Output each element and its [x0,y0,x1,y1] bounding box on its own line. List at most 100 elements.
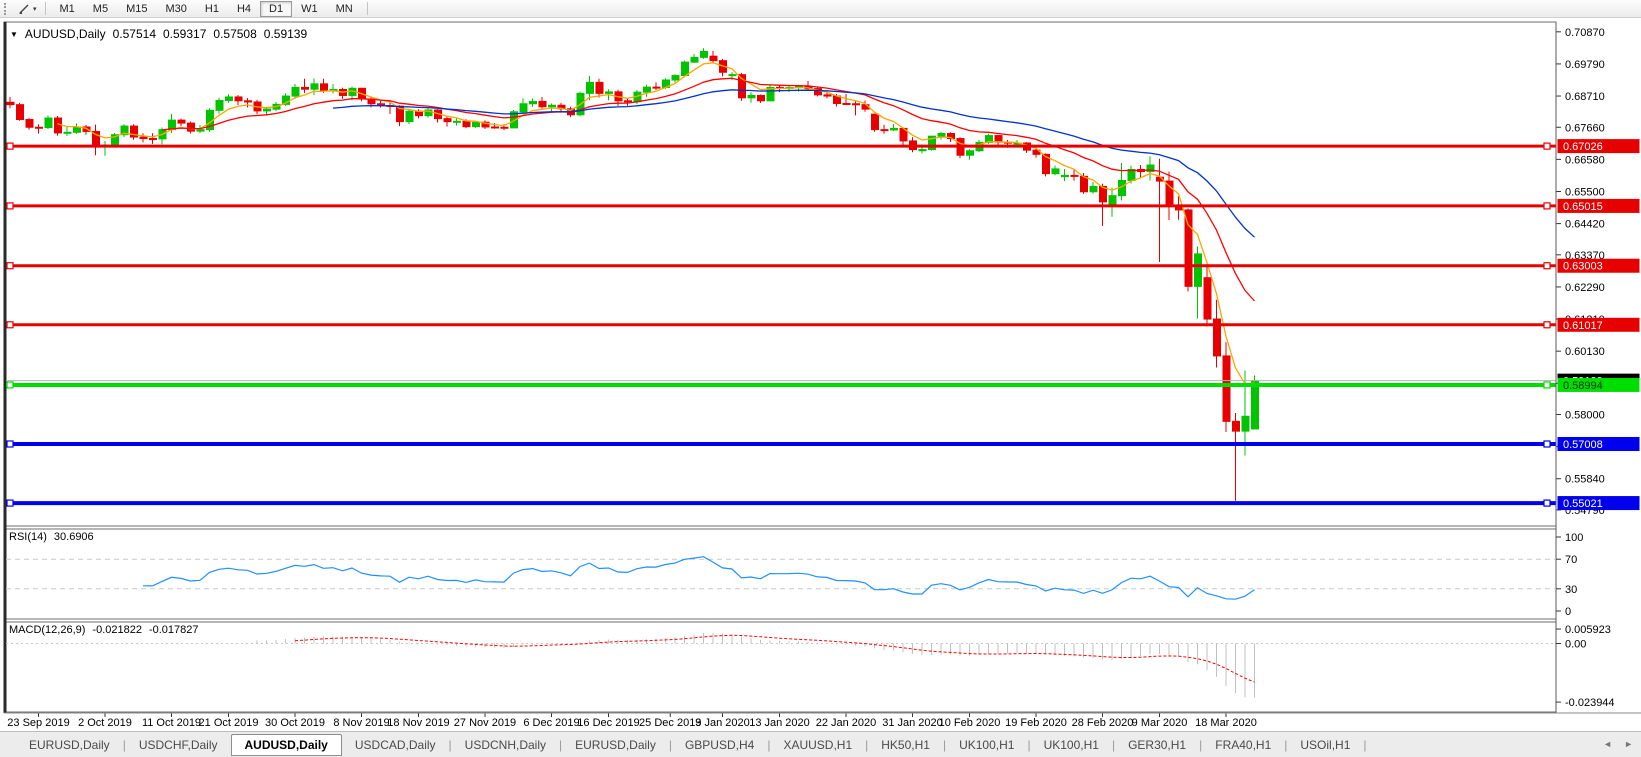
tab-uk100-h1[interactable]: UK100,H1 [1043,737,1099,752]
line-handle[interactable] [1543,381,1551,389]
tab-hk50-h1[interactable]: HK50,H1 [881,737,930,752]
macd-name: MACD(12,26,9) [9,624,86,636]
hline-axis-label-0.58994: 0.58994 [1557,377,1640,392]
candle [234,96,243,102]
candle [1061,174,1069,178]
date-axis-label[interactable]: 22 Jan 2020 [816,717,877,729]
date-axis-label[interactable]: 2 Oct 2019 [78,717,132,729]
price-axis-tick-label: 0.67660 [1565,122,1605,134]
candle [130,125,138,138]
line-handle[interactable] [6,499,14,507]
date-axis-label[interactable]: 21 Oct 2019 [199,717,259,729]
line-handle[interactable] [6,321,14,329]
candle [472,121,480,128]
candle [681,61,689,77]
date-axis-label[interactable]: 16 Dec 2019 [577,717,639,729]
symbol-dropdown-icon[interactable]: ▼ [10,29,18,39]
horizontal-line-0.55021[interactable] [6,499,1556,507]
tab-separator: | [1027,737,1031,752]
timeframe-w1-button[interactable]: W1 [292,1,327,17]
candle [538,100,547,108]
timeframe-mn-button[interactable]: MN [327,1,362,17]
price-chart-canvas[interactable]: 0.70870 0.69790 0.68710 0.67660 0.66580 0.655… [0,0,1641,731]
line-handle[interactable] [1543,202,1551,210]
tab-scroll-left-icon[interactable]: ◄ [1603,739,1613,749]
date-axis-label[interactable]: 30 Oct 2019 [265,717,325,729]
line-handle[interactable] [1543,142,1551,150]
line-handle[interactable] [6,381,14,389]
horizontal-line-0.61017[interactable] [6,321,1556,329]
candle [1213,318,1221,357]
candle [263,108,271,112]
timeframe-h4-button[interactable]: H4 [228,1,260,17]
date-axis-label[interactable]: 9 Mar 2020 [1132,717,1188,729]
candle [738,74,746,99]
tab-uk100-h1[interactable]: UK100,H1 [959,737,1015,752]
tab-separator: | [1363,737,1367,752]
candle [405,110,414,123]
date-axis-label[interactable]: 6 Dec 2019 [523,717,579,729]
tab-usdcnh-daily[interactable]: USDCNH,Daily [464,737,547,752]
line-handle[interactable] [6,202,14,210]
candle [1051,168,1060,175]
line-handle[interactable] [6,440,14,448]
rsi-name: RSI(14) [9,531,47,543]
date-axis-label[interactable]: 23 Sep 2019 [7,717,69,729]
tab-usdcad-daily[interactable]: USDCAD,Daily [354,737,436,752]
tab-scroll-right-icon[interactable]: ► [1624,739,1633,749]
line-handle[interactable] [6,142,14,150]
candle [1042,153,1050,175]
timeframe-m1-button[interactable]: M1 [51,1,84,17]
tab-eurusd-daily[interactable]: EURUSD,Daily [575,737,656,752]
date-axis-label[interactable]: 11 Oct 2019 [142,717,201,729]
date-axis-label[interactable]: 8 Nov 2019 [333,717,389,729]
timeframe-d1-button[interactable]: D1 [260,0,293,17]
candle [1232,420,1240,432]
timeframe-h1-button[interactable]: H1 [196,1,228,17]
tab-audusd-daily[interactable]: AUDUSD,Daily [230,733,342,756]
timeframe-m5-button[interactable]: M5 [84,1,117,17]
candle [1222,355,1231,422]
tab-xauusd-h1[interactable]: XAUUSD,H1 [783,737,853,752]
date-axis-label[interactable]: 31 Jan 2020 [882,717,943,729]
candle [529,100,537,105]
candle [1146,164,1155,173]
date-axis-label[interactable]: 25 Dec 2019 [639,717,701,729]
line-handle[interactable] [1543,440,1551,448]
line-handle[interactable] [6,262,14,270]
timeframe-m15-button[interactable]: M15 [117,1,156,17]
tab-ger30-h1[interactable]: GER30,H1 [1128,737,1187,752]
candle [54,117,62,134]
date-axis-label[interactable]: 10 Feb 2020 [939,717,1001,729]
tab-gbpusd-h4[interactable]: GBPUSD,H4 [684,737,755,752]
date-axis-label[interactable]: 27 Nov 2019 [454,717,516,729]
horizontal-line-0.67026[interactable] [6,142,1556,150]
tab-usoil-h1[interactable]: USOil,H1 [1300,737,1351,752]
date-axis-label[interactable]: 28 Feb 2020 [1072,717,1134,729]
date-axis-label[interactable]: 3 Jan 2020 [695,717,749,729]
date-axis-label[interactable]: 18 Mar 2020 [1195,717,1257,729]
date-axis-label[interactable]: 18 Nov 2019 [387,717,449,729]
horizontal-line-0.65015[interactable] [6,202,1556,210]
toolbar-grip[interactable] [4,2,10,15]
horizontal-line-0.57008[interactable] [6,440,1556,448]
macd-histogram [256,632,1255,698]
horizontal-line-0.63003[interactable] [6,262,1556,270]
horizontal-line-0.58994[interactable] [6,381,1556,389]
line-handle[interactable] [1543,499,1551,507]
tab-eurusd-daily[interactable]: EURUSD,Daily [29,737,110,752]
date-axis-label[interactable]: 19 Feb 2020 [1005,717,1067,729]
candle [1127,168,1136,181]
line-handle[interactable] [1543,321,1551,329]
draw-tool-button[interactable]: ▾ [15,1,40,17]
tab-fra40-h1[interactable]: FRA40,H1 [1215,737,1272,752]
line-handle[interactable] [1543,262,1551,270]
price-axis-tick-label: 0.55840 [1565,474,1605,486]
candle [244,100,252,103]
date-axis-label[interactable]: 13 Jan 2020 [749,717,810,729]
candle [852,103,860,106]
tab-usdchf-daily[interactable]: USDCHF,Daily [138,737,218,752]
svg-text:0.67026: 0.67026 [1563,141,1603,153]
macd-panel[interactable] [3,621,1557,713]
timeframe-m30-button[interactable]: M30 [156,1,195,17]
